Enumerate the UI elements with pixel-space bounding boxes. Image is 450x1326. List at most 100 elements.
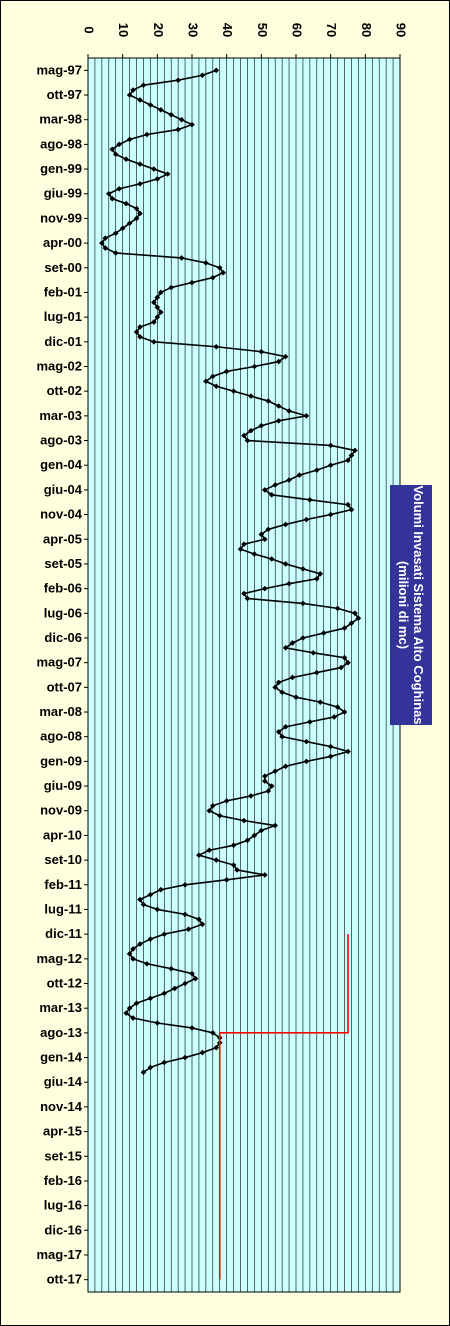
volume-point — [119, 225, 126, 232]
volume-point — [275, 728, 282, 735]
volume-point — [130, 1015, 136, 1021]
volume-point — [178, 116, 185, 123]
volume-point — [213, 383, 220, 390]
volume-point — [262, 487, 268, 493]
volume-point — [282, 724, 289, 730]
volume-point — [168, 284, 174, 291]
volume-point — [314, 467, 320, 473]
volume-point — [126, 1005, 133, 1011]
date-tick-label: gen-14 — [40, 1050, 83, 1065]
volume-point — [300, 600, 306, 607]
date-tick-label: giu-99 — [44, 186, 82, 201]
volume-point — [137, 210, 143, 217]
volume-point — [310, 649, 317, 656]
volume-point — [341, 709, 348, 715]
volume-point — [258, 827, 265, 834]
volume-point — [137, 941, 143, 947]
volume-point — [341, 625, 348, 631]
date-tick-label: ago-03 — [40, 433, 82, 448]
date-tick-label: ott-02 — [47, 383, 82, 398]
volume-point — [282, 561, 289, 567]
date-tick-label: lug-16 — [44, 1198, 82, 1213]
volume-point — [109, 195, 116, 202]
volume-point — [327, 753, 334, 760]
date-tick-label: nov-14 — [40, 1099, 83, 1114]
volume-point — [352, 447, 358, 454]
volume-point — [140, 1069, 147, 1076]
volume-point — [230, 388, 237, 394]
volume-point — [251, 363, 258, 370]
volume-point — [158, 886, 164, 893]
volume-point — [320, 630, 327, 636]
value-tick-label: 60 — [290, 23, 305, 37]
grid-lines — [94, 58, 394, 1292]
date-tick-label: mar-08 — [39, 704, 82, 719]
volume-point — [345, 457, 351, 464]
volume-point — [345, 501, 351, 508]
volume-point — [334, 605, 341, 612]
volume-point — [303, 413, 310, 419]
volume-point — [258, 531, 265, 538]
volume-point — [268, 556, 275, 562]
volume-point — [230, 862, 237, 868]
volume-point — [286, 408, 292, 414]
volume-point — [282, 645, 289, 651]
volume-point — [286, 580, 292, 587]
volume-point — [262, 585, 268, 592]
volume-point — [206, 847, 213, 854]
volume-point — [196, 916, 202, 923]
volume-point — [300, 635, 306, 641]
volume-point — [203, 378, 209, 385]
volume-point — [244, 837, 251, 844]
date-tick-label: dic-06 — [44, 630, 82, 645]
volume-point — [130, 946, 136, 952]
volume-point — [112, 230, 119, 237]
volume-point — [244, 595, 251, 602]
volume-point — [282, 763, 289, 770]
volume-point — [185, 926, 192, 933]
volume-point — [147, 102, 154, 108]
date-tick-label: ago-08 — [40, 729, 82, 744]
volume-point — [154, 294, 161, 301]
volume-point — [109, 146, 116, 153]
volume-point — [244, 437, 251, 444]
date-tick-label: apr-15 — [43, 1124, 82, 1139]
value-tick-label: 70 — [324, 23, 339, 37]
date-tick-label: mar-03 — [39, 408, 82, 423]
volume-point — [327, 442, 334, 449]
volume-point — [251, 551, 258, 557]
volume-point — [189, 1025, 195, 1031]
volume-point — [234, 867, 240, 873]
volume-point — [168, 111, 174, 118]
volume-point — [126, 220, 133, 227]
volume-point — [144, 960, 150, 967]
chart-subtitle: (milioni di mc) — [396, 560, 411, 650]
series-group — [99, 67, 362, 1280]
volume-point — [137, 181, 143, 187]
date-tick-label: giu-09 — [44, 778, 82, 793]
volume-point — [237, 546, 244, 552]
volume-point — [182, 1054, 188, 1061]
date-tick-label: lug-06 — [44, 605, 82, 620]
reference-step-line — [218, 934, 349, 1280]
volume-point — [348, 620, 355, 626]
volume-point — [251, 832, 258, 839]
date-tick-label: ott-07 — [47, 679, 82, 694]
date-tick-label: apr-10 — [43, 827, 82, 842]
volume-point — [199, 1049, 206, 1056]
volume-point — [258, 348, 265, 355]
volume-point — [272, 482, 278, 488]
date-tick-label: mag-02 — [36, 359, 82, 374]
volume-point — [133, 1000, 140, 1007]
date-tick-label: feb-16 — [44, 1173, 82, 1188]
volume-point — [182, 980, 188, 987]
date-tick-label: ott-97 — [47, 87, 82, 102]
volume-point — [175, 126, 181, 133]
volume-point — [178, 255, 185, 261]
value-tick-label: 90 — [394, 23, 409, 37]
volume-point — [317, 699, 324, 705]
volume-point — [133, 215, 140, 222]
volume-point — [272, 684, 278, 691]
volume-point — [171, 985, 178, 992]
